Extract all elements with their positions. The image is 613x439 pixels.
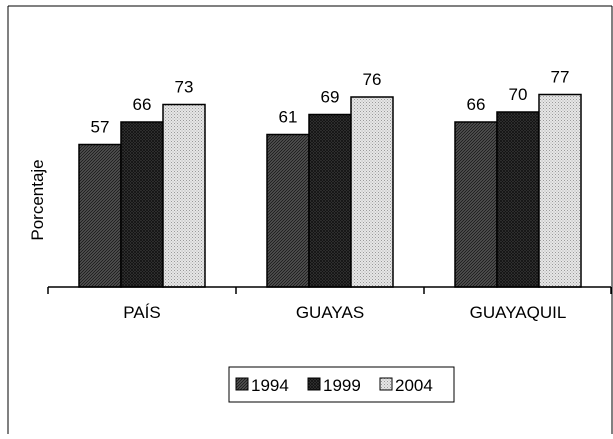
x-tick-label-guayaquil: GUAYAQUIL: [470, 303, 567, 322]
legend-swatch-1999: [307, 377, 321, 391]
value-label-guayaquil-1999: 70: [509, 85, 528, 104]
legend-label-1999: 1999: [323, 376, 361, 395]
value-label-guayas-1994: 61: [279, 108, 298, 127]
x-labels-group: PAÍS GUAYAS GUAYAQUIL: [123, 303, 566, 322]
value-label-país-1999: 66: [133, 95, 152, 114]
value-labels-group: 57 66 73 61 69 76 66 70 77: [91, 68, 570, 137]
bar-país-1994: [78, 143, 122, 288]
bar-guayaquil-1999: [496, 111, 540, 288]
bar-guayas-1999: [308, 113, 352, 288]
y-axis-label: Porcentaje: [28, 159, 47, 240]
bar-guayas-2004: [350, 96, 394, 288]
bar-guayas-1994: [266, 133, 310, 288]
value-label-país-1994: 57: [91, 118, 110, 137]
legend-swatch-1994: [235, 377, 249, 391]
bar-país-1999: [120, 121, 164, 288]
value-label-país-2004: 73: [175, 78, 194, 97]
value-label-guayas-1999: 69: [321, 88, 340, 107]
bar-guayaquil-2004: [538, 93, 582, 288]
bar-país-2004: [162, 103, 206, 288]
bars-group: [78, 93, 582, 288]
x-tick-label-país: PAÍS: [123, 303, 160, 322]
legend: 1994 1999 2004: [228, 366, 455, 403]
x-tick-label-guayas: GUAYAS: [296, 303, 364, 322]
legend-box: [228, 366, 455, 403]
x-ticks-group: [47, 287, 612, 294]
value-label-guayas-2004: 76: [363, 70, 382, 89]
legend-label-2004: 2004: [395, 376, 433, 395]
bar-guayaquil-1994: [454, 121, 498, 288]
value-label-guayaquil-2004: 77: [551, 68, 570, 87]
value-label-guayaquil-1994: 66: [467, 95, 486, 114]
legend-label-1994: 1994: [251, 376, 289, 395]
legend-swatch-2004: [379, 377, 393, 391]
